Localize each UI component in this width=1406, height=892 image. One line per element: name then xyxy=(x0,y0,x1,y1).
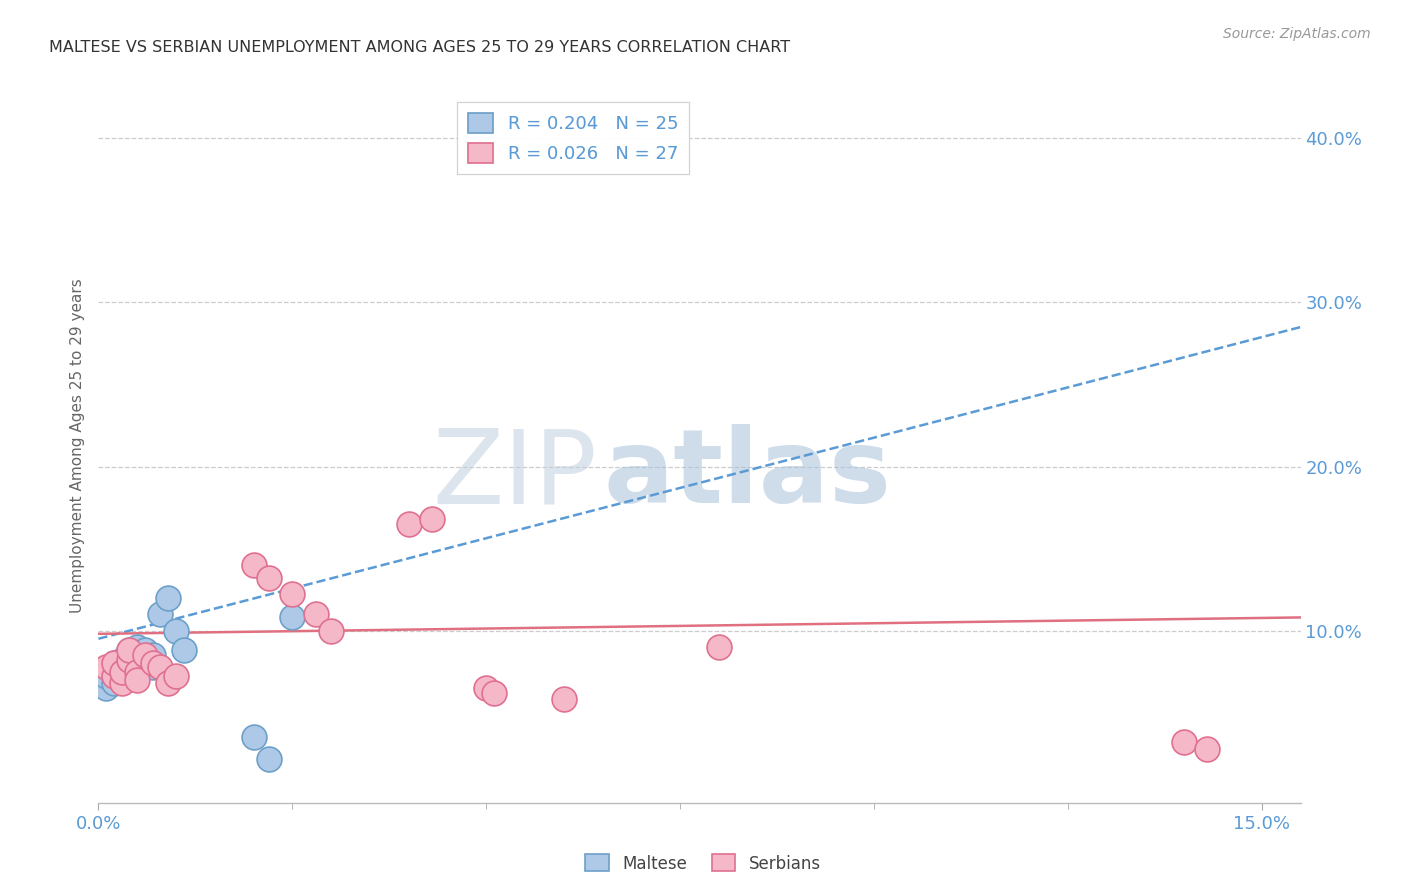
Text: atlas: atlas xyxy=(603,424,891,525)
Point xyxy=(707,640,730,654)
Point xyxy=(118,669,141,683)
Point xyxy=(127,665,149,679)
Point xyxy=(111,665,134,679)
Point xyxy=(257,751,280,765)
Point xyxy=(96,681,118,695)
Point xyxy=(118,643,141,657)
Point xyxy=(118,657,141,671)
Point xyxy=(142,648,165,662)
Point xyxy=(111,665,134,679)
Point xyxy=(475,681,498,695)
Point xyxy=(103,676,125,690)
Point xyxy=(111,676,134,690)
Point xyxy=(242,558,264,572)
Point xyxy=(257,571,280,585)
Point xyxy=(149,607,172,622)
Point xyxy=(157,676,180,690)
Point xyxy=(103,657,125,671)
Point xyxy=(1173,735,1195,749)
Point xyxy=(103,665,125,679)
Point xyxy=(134,643,156,657)
Point xyxy=(165,669,187,683)
Point xyxy=(398,516,420,531)
Point xyxy=(242,730,264,744)
Point xyxy=(127,673,149,687)
Point xyxy=(165,624,187,638)
Point xyxy=(127,640,149,654)
Text: MALTESE VS SERBIAN UNEMPLOYMENT AMONG AGES 25 TO 29 YEARS CORRELATION CHART: MALTESE VS SERBIAN UNEMPLOYMENT AMONG AG… xyxy=(49,40,790,55)
Point xyxy=(157,591,180,605)
Point xyxy=(127,665,149,679)
Point xyxy=(111,653,134,667)
Point xyxy=(1197,741,1219,756)
Point xyxy=(103,657,125,671)
Text: Source: ZipAtlas.com: Source: ZipAtlas.com xyxy=(1223,27,1371,41)
Point xyxy=(149,659,172,673)
Point xyxy=(281,610,304,624)
Point xyxy=(319,624,342,638)
Point xyxy=(304,607,326,622)
Point xyxy=(127,653,149,667)
Point xyxy=(103,669,125,683)
Point xyxy=(142,659,165,673)
Point xyxy=(553,692,575,706)
Point xyxy=(142,657,165,671)
Point xyxy=(118,643,141,657)
Point xyxy=(281,587,304,601)
Point xyxy=(134,648,156,662)
Legend: Maltese, Serbians: Maltese, Serbians xyxy=(579,847,827,880)
Point xyxy=(96,669,118,683)
Point xyxy=(482,686,505,700)
Point xyxy=(134,657,156,671)
Y-axis label: Unemployment Among Ages 25 to 29 years: Unemployment Among Ages 25 to 29 years xyxy=(69,278,84,614)
Point xyxy=(111,673,134,687)
Text: ZIP: ZIP xyxy=(433,424,598,525)
Point xyxy=(96,659,118,673)
Legend: R = 0.204   N = 25, R = 0.026   N = 27: R = 0.204 N = 25, R = 0.026 N = 27 xyxy=(457,102,689,174)
Point xyxy=(173,643,195,657)
Point xyxy=(118,653,141,667)
Point xyxy=(420,512,443,526)
